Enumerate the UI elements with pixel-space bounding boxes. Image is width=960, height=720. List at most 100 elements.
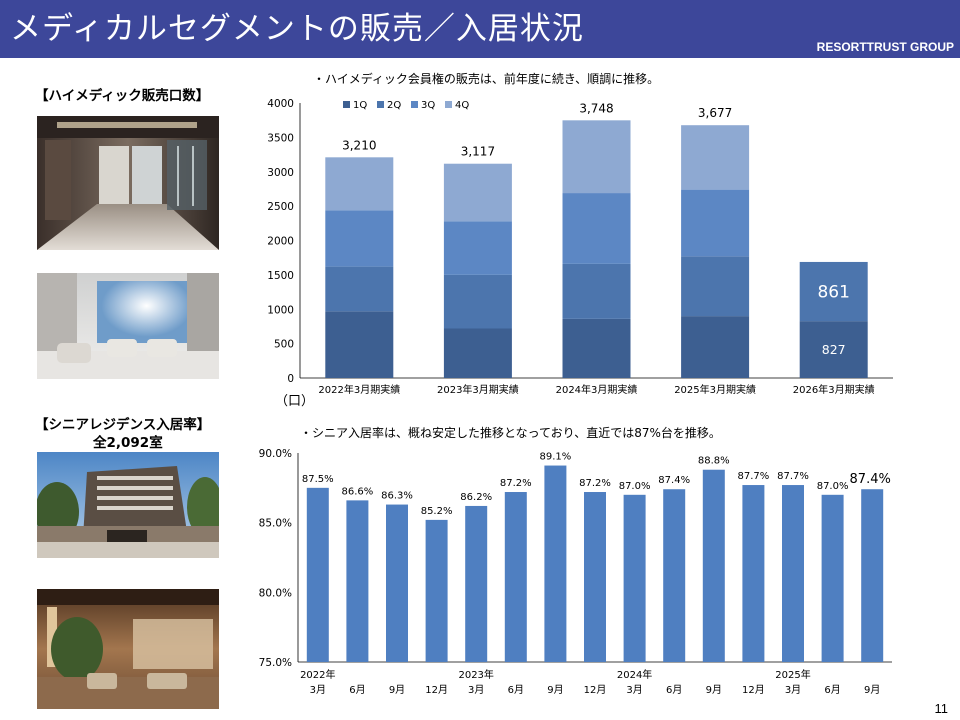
bar-value-label: 87.7% bbox=[738, 471, 770, 482]
x-tick-label: 3月 bbox=[468, 684, 484, 696]
segment-label: 827 bbox=[822, 342, 846, 357]
bar-value-label: 87.0% bbox=[817, 481, 849, 492]
x-tick-label: 3月 bbox=[310, 684, 326, 696]
x-tick-label: 6月 bbox=[824, 684, 840, 696]
building-photo bbox=[37, 452, 219, 558]
legend-swatch bbox=[377, 101, 384, 108]
y-tick-label: 1500 bbox=[267, 270, 294, 282]
lobby-photo bbox=[37, 116, 219, 250]
occupancy-bar bbox=[742, 485, 765, 662]
y-tick-label: 500 bbox=[274, 339, 294, 351]
x-tick-label: 6月 bbox=[349, 684, 365, 696]
bar-total-label: 3,748 bbox=[579, 101, 613, 115]
x-tick-label: 2024年3月期実績 bbox=[556, 383, 638, 396]
occupancy-note: ・シニア入居率は、概ね安定した推移となっており、直近では87%台を推移。 bbox=[300, 426, 721, 440]
slide-title: メディカルセグメントの販売／入居状況 bbox=[10, 11, 584, 47]
year-label: 2023年 bbox=[458, 668, 493, 681]
x-tick-label: 6月 bbox=[508, 684, 524, 696]
y-tick-label: 0 bbox=[287, 373, 294, 385]
bar-segment bbox=[443, 221, 512, 275]
bar-segment bbox=[681, 256, 750, 317]
bar-segment bbox=[443, 328, 512, 378]
legend-swatch bbox=[445, 101, 452, 108]
bar-segment bbox=[443, 274, 512, 329]
header-bar: メディカルセグメントの販売／入居状況 RESORTTRUST GROUP bbox=[0, 0, 960, 58]
interior-photo bbox=[37, 589, 219, 709]
bar-value-label: 86.3% bbox=[381, 491, 413, 502]
bar-segment bbox=[562, 263, 631, 319]
bar-segment bbox=[562, 120, 631, 194]
x-tick-label: 12月 bbox=[425, 684, 448, 696]
bar-segment bbox=[325, 266, 394, 312]
year-label: 2022年 bbox=[300, 668, 335, 681]
bar-total-label: 3,210 bbox=[342, 138, 376, 152]
bar-value-label: 85.2% bbox=[421, 506, 453, 517]
bar-segment bbox=[799, 321, 868, 378]
occupancy-bar bbox=[623, 494, 646, 662]
occupancy-bar bbox=[861, 489, 884, 662]
x-tick-label: 2025年3月期実績 bbox=[674, 383, 756, 396]
occupancy-chart: 75.0% 80.0% 85.0% 90.0% 87.5% 3月 86.6% 6月 86.3% 9… bbox=[259, 448, 892, 696]
bar-value-label: 87.5% bbox=[302, 474, 334, 485]
occupancy-bar bbox=[306, 487, 329, 662]
bar-value-label: 86.6% bbox=[342, 486, 374, 497]
segment-label: 861 bbox=[817, 282, 849, 302]
y-tick-label: 75.0% bbox=[259, 657, 292, 669]
x-tick-label: 9月 bbox=[389, 684, 405, 696]
occupancy-bar bbox=[663, 489, 686, 662]
sales-note: ・ハイメディック会員権の販売は、前年度に続き、順調に推移。 bbox=[313, 72, 660, 86]
bar-segment bbox=[325, 210, 394, 267]
bar-total-label: 3,117 bbox=[461, 145, 495, 159]
bar-segment bbox=[325, 157, 394, 211]
year-label: 2025年 bbox=[775, 668, 810, 681]
year-label: 2024年 bbox=[617, 668, 652, 681]
x-tick-label: 9月 bbox=[864, 684, 880, 696]
x-tick-label: 2023年3月期実績 bbox=[437, 383, 519, 396]
bar-value-label: 87.0% bbox=[619, 481, 651, 492]
x-tick-label: 6月 bbox=[666, 684, 682, 696]
x-tick-label: 9月 bbox=[706, 684, 722, 696]
occupancy-bar bbox=[425, 519, 448, 662]
y-tick-label: 1000 bbox=[267, 304, 294, 316]
bar-value-label: 88.8% bbox=[698, 456, 730, 467]
x-tick-label: 2026年3月期実績 bbox=[793, 383, 875, 396]
x-tick-label: 3月 bbox=[626, 684, 642, 696]
legend-label: 1Q bbox=[353, 100, 367, 111]
occupancy-bar bbox=[821, 494, 844, 662]
bar-value-label: 86.2% bbox=[460, 492, 492, 503]
y-tick-label: 2000 bbox=[267, 236, 294, 248]
legend-swatch bbox=[343, 101, 350, 108]
group-name: RESORTTRUST GROUP bbox=[816, 40, 954, 54]
y-tick-label: 3500 bbox=[267, 132, 294, 144]
bar-segment bbox=[325, 311, 394, 378]
bar-segment bbox=[562, 318, 631, 378]
occupancy-bar bbox=[386, 504, 408, 662]
bar-value-label: 87.7% bbox=[777, 471, 809, 482]
occupancy-bar bbox=[544, 465, 567, 662]
x-tick-label: 2022年3月期実績 bbox=[318, 383, 400, 396]
sales-chart: 0 500 1000 1500 2000 2500 3000 3500 4000 （口） 1Q 2Q 3… bbox=[267, 98, 893, 409]
bar-value-label: 89.1% bbox=[540, 452, 572, 463]
sales-section-label: 【ハイメディック販売口数】 bbox=[35, 88, 210, 104]
unit-label: （口） bbox=[275, 394, 314, 409]
occupancy-bar bbox=[584, 492, 606, 662]
bar-value-label: 87.2% bbox=[500, 478, 532, 489]
residence-room-count: 全2,092室 bbox=[93, 435, 163, 451]
bar-value-label: 87.4% bbox=[850, 472, 891, 487]
bar-segment bbox=[681, 189, 750, 257]
occupancy-bar bbox=[465, 505, 488, 662]
bar-total-label: 3,677 bbox=[698, 106, 732, 120]
legend-label: 3Q bbox=[421, 100, 435, 111]
x-tick-label: 3月 bbox=[785, 684, 801, 696]
occupancy-bar bbox=[346, 500, 369, 662]
occupancy-bar bbox=[702, 469, 725, 662]
bar-segment bbox=[799, 261, 868, 322]
bar-segment bbox=[562, 193, 631, 264]
legend-swatch bbox=[411, 101, 418, 108]
occupancy-bar bbox=[782, 485, 804, 662]
bar-value-label: 87.2% bbox=[579, 478, 611, 489]
lounge-photo bbox=[37, 273, 219, 379]
x-tick-label: 12月 bbox=[584, 684, 607, 696]
x-tick-label: 9月 bbox=[547, 684, 563, 696]
bar-segment bbox=[681, 125, 750, 190]
